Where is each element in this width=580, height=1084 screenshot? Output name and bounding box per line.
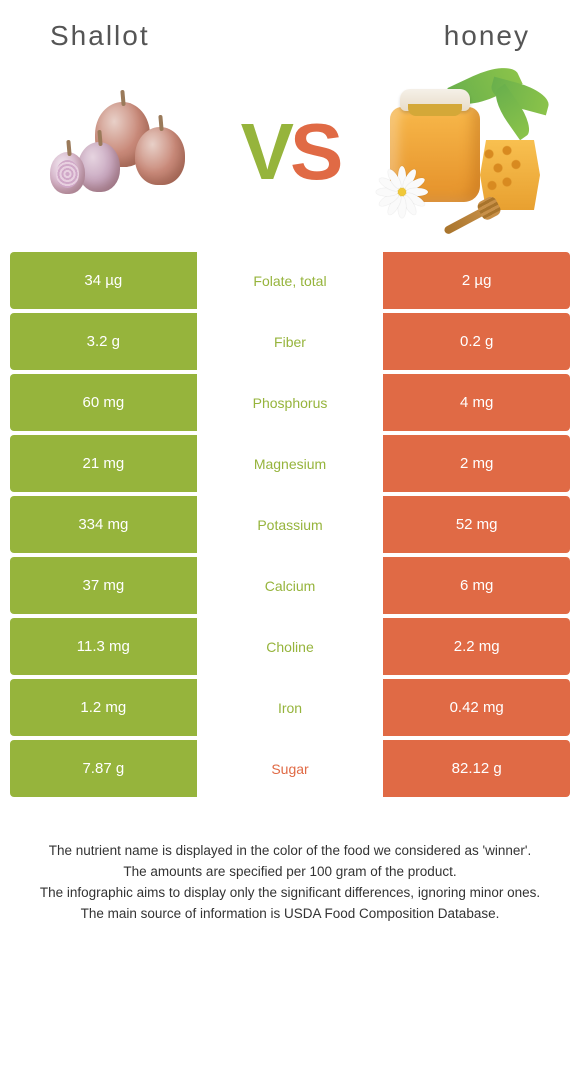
nutrient-row: 60 mgPhosphorus4 mg	[10, 374, 570, 431]
nutrient-label: Sugar	[197, 740, 384, 797]
nutrient-table: 34 µgFolate, total2 µg3.2 gFiber0.2 g60 …	[0, 252, 580, 797]
nutrient-row: 34 µgFolate, total2 µg	[10, 252, 570, 309]
vs-s: S	[290, 106, 339, 198]
left-value: 1.2 mg	[10, 679, 197, 736]
right-value: 2 mg	[383, 435, 570, 492]
shallot-image	[30, 72, 210, 232]
vs-label: V S	[241, 106, 340, 198]
left-value: 3.2 g	[10, 313, 197, 370]
nutrient-label: Magnesium	[197, 435, 384, 492]
nutrient-row: 11.3 mgCholine2.2 mg	[10, 618, 570, 675]
nutrient-label: Folate, total	[197, 252, 384, 309]
right-value: 52 mg	[383, 496, 570, 553]
nutrient-row: 37 mgCalcium6 mg	[10, 557, 570, 614]
right-value: 6 mg	[383, 557, 570, 614]
footer-line: The nutrient name is displayed in the co…	[20, 841, 560, 862]
nutrient-row: 21 mgMagnesium2 mg	[10, 435, 570, 492]
left-value: 37 mg	[10, 557, 197, 614]
nutrient-row: 334 mgPotassium52 mg	[10, 496, 570, 553]
nutrient-label: Calcium	[197, 557, 384, 614]
nutrient-label: Phosphorus	[197, 374, 384, 431]
left-value: 334 mg	[10, 496, 197, 553]
left-value: 60 mg	[10, 374, 197, 431]
right-value: 2.2 mg	[383, 618, 570, 675]
right-value: 82.12 g	[383, 740, 570, 797]
nutrient-row: 1.2 mgIron0.42 mg	[10, 679, 570, 736]
nutrient-label: Iron	[197, 679, 384, 736]
footer-line: The amounts are specified per 100 gram o…	[20, 862, 560, 883]
nutrient-row: 7.87 gSugar82.12 g	[10, 740, 570, 797]
right-value: 0.2 g	[383, 313, 570, 370]
footer-line: The main source of information is USDA F…	[20, 904, 560, 925]
left-food-title: Shallot	[50, 20, 150, 52]
left-value: 34 µg	[10, 252, 197, 309]
right-value: 4 mg	[383, 374, 570, 431]
right-food-title: honey	[444, 20, 530, 52]
right-value: 0.42 mg	[383, 679, 570, 736]
right-value: 2 µg	[383, 252, 570, 309]
nutrient-row: 3.2 gFiber0.2 g	[10, 313, 570, 370]
left-value: 11.3 mg	[10, 618, 197, 675]
nutrient-label: Choline	[197, 618, 384, 675]
left-value: 21 mg	[10, 435, 197, 492]
footer-notes: The nutrient name is displayed in the co…	[0, 801, 580, 945]
honey-image	[370, 72, 550, 232]
footer-line: The infographic aims to display only the…	[20, 883, 560, 904]
vs-v: V	[241, 106, 290, 198]
header: Shallot honey	[0, 0, 580, 62]
images-row: V S	[0, 62, 580, 252]
nutrient-label: Potassium	[197, 496, 384, 553]
left-value: 7.87 g	[10, 740, 197, 797]
nutrient-label: Fiber	[197, 313, 384, 370]
